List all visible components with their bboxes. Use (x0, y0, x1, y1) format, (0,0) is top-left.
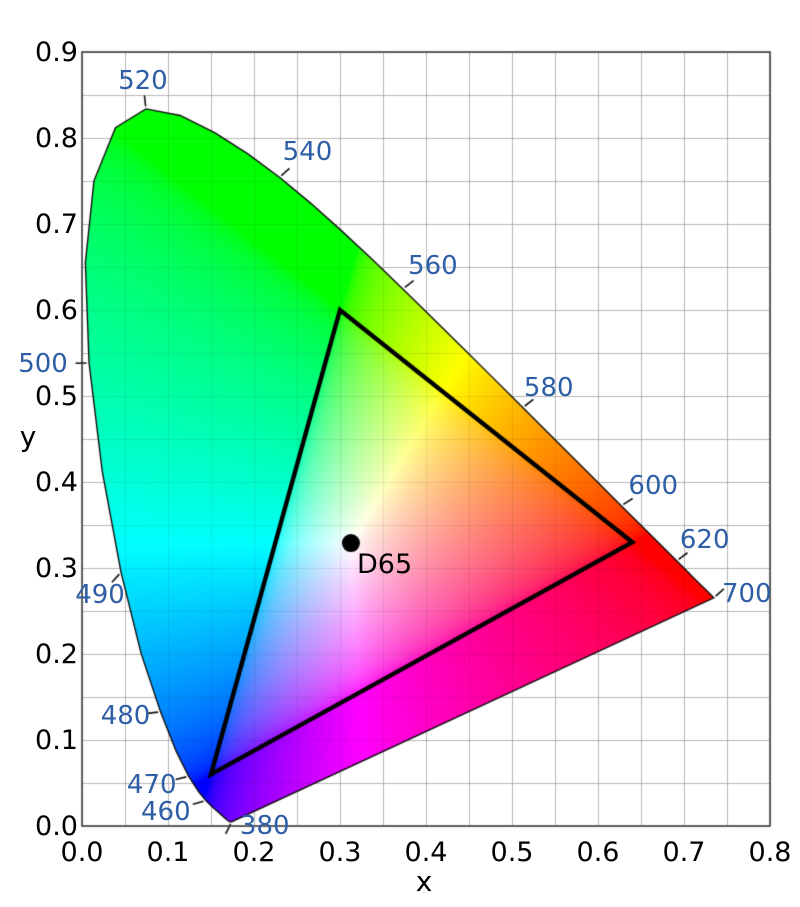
wavelength-label-490: 490 (75, 580, 125, 611)
wavelength-label-460: 460 (141, 797, 191, 828)
wavelength-label-540: 540 (282, 137, 333, 168)
x-axis-title: x (415, 865, 433, 898)
wavelength-label-380: 380 (239, 810, 290, 841)
x-tick-label-0.1: 0.1 (146, 837, 190, 868)
y-tick-label-0.3: 0.3 (35, 553, 78, 584)
y-tick-label-0.7: 0.7 (35, 209, 78, 240)
x-tick-label-0.8: 0.8 (748, 837, 792, 868)
x-tick-label-0.7: 0.7 (662, 837, 706, 868)
wavelength-label-620: 620 (679, 524, 730, 555)
x-tick-label-0.6: 0.6 (576, 837, 620, 868)
wavelength-label-470: 470 (126, 770, 177, 801)
y-tick-label-0.9: 0.9 (35, 37, 78, 68)
y-tick-label-0.5: 0.5 (35, 381, 78, 412)
x-tick-label-0.3: 0.3 (318, 837, 362, 868)
y-tick-label-0.6: 0.6 (35, 295, 78, 326)
wavelength-label-580: 580 (523, 372, 574, 403)
white-point-label: D65 (357, 549, 413, 580)
wavelength-label-700: 700 (722, 578, 772, 609)
x-tick-label-0.4: 0.4 (404, 837, 448, 868)
y-tick-label-0.8: 0.8 (35, 123, 78, 154)
wavelength-label-520: 520 (118, 65, 168, 96)
y-axis-title: y (19, 420, 37, 453)
wavelength-label-480: 480 (100, 700, 151, 731)
x-tick-label-0.5: 0.5 (490, 837, 534, 868)
y-tick-label-0.4: 0.4 (35, 467, 78, 498)
x-tick-label-0.0: 0.0 (60, 837, 104, 868)
y-tick-label-0.2: 0.2 (35, 639, 78, 670)
wavelength-label-560: 560 (408, 250, 458, 281)
wavelength-label-600: 600 (628, 470, 679, 501)
wavelength-label-500: 500 (18, 348, 68, 379)
x-tick-label-0.2: 0.2 (232, 837, 276, 868)
y-tick-label-0.0: 0.0 (35, 811, 78, 842)
y-tick-label-0.1: 0.1 (35, 725, 78, 756)
